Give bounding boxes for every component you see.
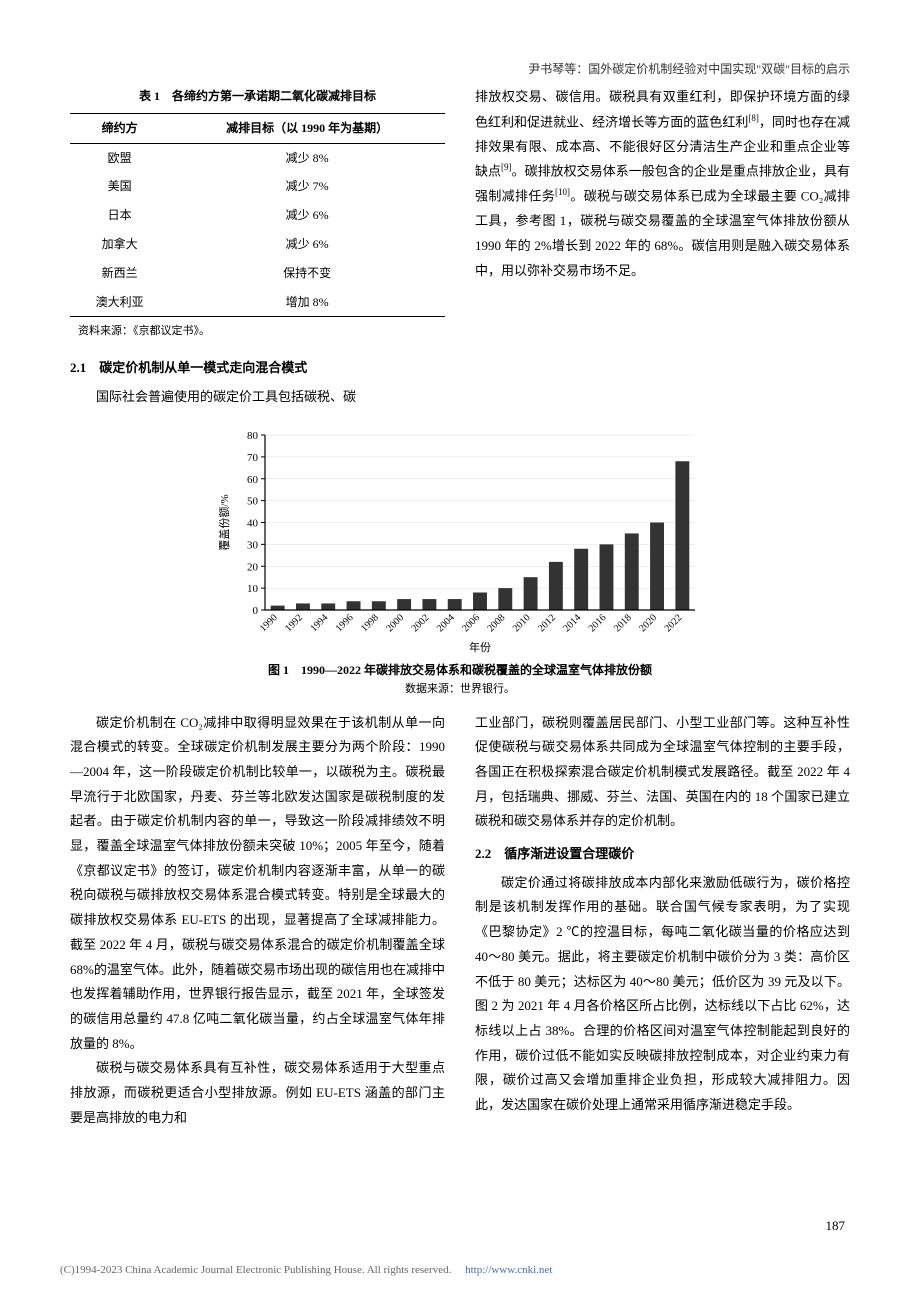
table-cell: 减少 6% — [169, 230, 445, 259]
section-2-2-num: 2.2 — [475, 846, 491, 861]
figure1-chart: 0102030405060708019901992199419961998200… — [210, 425, 710, 655]
page-number: 187 — [826, 1218, 846, 1234]
svg-text:70: 70 — [247, 452, 259, 464]
table-row: 加拿大减少 6% — [70, 230, 445, 259]
table-cell: 增加 8% — [169, 288, 445, 317]
figure1-caption: 图 1 1990—2022 年碳排放交易体系和碳税覆盖的全球温室气体排放份额 — [268, 661, 652, 678]
svg-text:40: 40 — [247, 517, 259, 529]
svg-text:30: 30 — [247, 539, 259, 551]
table1-caption-prefix: 表 1 — [139, 89, 160, 103]
top-right-column: 排放权交易、碳信用。碳税具有双重红利，即保护环境方面的绿色红利和促进就业、经济增… — [475, 85, 850, 410]
svg-text:80: 80 — [247, 430, 259, 442]
bottom-left-column: 碳定价机制在 CO₂减排中取得明显效果在于该机制从单一向混合模式的转变。全球碳定… — [70, 711, 445, 1131]
bottom-two-column: 碳定价机制在 CO₂减排中取得明显效果在于该机制从单一向混合模式的转变。全球碳定… — [70, 711, 850, 1131]
top-left-column: 表 1 各缔约方第一承诺期二氧化碳减排目标 缔约方 减排目标（以 1990 年为… — [70, 85, 445, 410]
running-head: 尹书琴等：国外碳定价机制经验对中国实现"双碳"目标的启示 — [70, 60, 850, 77]
table-row: 澳大利亚增加 8% — [70, 288, 445, 317]
table1: 缔约方 减排目标（以 1990 年为基期） 欧盟减少 8%美国减少 7%日本减少… — [70, 113, 445, 318]
table-cell: 欧盟 — [70, 143, 169, 172]
table1-caption: 表 1 各缔约方第一承诺期二氧化碳减排目标 — [70, 85, 445, 108]
section-2-2-text: 循序渐进设置合理碳价 — [504, 846, 634, 861]
table-row: 美国减少 7% — [70, 172, 445, 201]
top-two-column: 表 1 各缔约方第一承诺期二氧化碳减排目标 缔约方 减排目标（以 1990 年为… — [70, 85, 850, 410]
para-mid-left-1: 碳定价机制在 CO₂减排中取得明显效果在于该机制从单一向混合模式的转变。全球碳定… — [70, 711, 445, 1057]
table-cell: 减少 6% — [169, 201, 445, 230]
table1-caption-text: 各缔约方第一承诺期二氧化碳减排目标 — [172, 89, 376, 103]
figure1-caption-text: 1990—2022 年碳排放交易体系和碳税覆盖的全球温室气体排放份额 — [301, 663, 652, 677]
figure1-source: 数据来源：世界银行。 — [405, 680, 515, 696]
table-row: 欧盟减少 8% — [70, 143, 445, 172]
svg-text:10: 10 — [247, 583, 259, 595]
figure1-caption-prefix: 图 1 — [268, 663, 289, 677]
svg-text:60: 60 — [247, 473, 259, 485]
svg-text:0: 0 — [253, 605, 259, 617]
para-mid-right-1: 工业部门，碳税则覆盖居民部门、小型工业部门等。这种互补性促使碳税与碳交易体系共同… — [475, 711, 850, 834]
table-cell: 新西兰 — [70, 259, 169, 288]
table1-source: 资料来源：《京都议定书》。 — [70, 321, 445, 342]
section-2-1-title: 2.1 碳定价机制从单一模式走向混合模式 — [70, 356, 445, 381]
bottom-right-column: 工业部门，碳税则覆盖居民部门、小型工业部门等。这种互补性促使碳税与碳交易体系共同… — [475, 711, 850, 1131]
para-mid-left-2: 碳税与碳交易体系具有互补性，碳交易体系适用于大型重点排放源，而碳税更适合小型排放… — [70, 1056, 445, 1130]
svg-text:50: 50 — [247, 495, 259, 507]
footer: (C)1994-2023 China Academic Journal Elec… — [60, 1261, 860, 1277]
ref-8: [8] — [748, 113, 759, 123]
table1-col1: 减排目标（以 1990 年为基期） — [169, 113, 445, 143]
footer-copyright: (C)1994-2023 China Academic Journal Elec… — [60, 1264, 451, 1276]
table-row: 日本减少 6% — [70, 201, 445, 230]
section-2-1-text: 碳定价机制从单一模式走向混合模式 — [99, 360, 307, 375]
svg-text:20: 20 — [247, 561, 259, 573]
table-cell: 日本 — [70, 201, 169, 230]
para-mid-right-2: 碳定价通过将碳排放成本内部化来激励低碳行为，碳价格控制是该机制发挥作用的基础。联… — [475, 871, 850, 1118]
footer-link[interactable]: http://www.cnki.net — [465, 1264, 552, 1276]
ref-9: [9] — [501, 162, 512, 172]
table1-col0: 缔约方 — [70, 113, 169, 143]
section-2-1-num: 2.1 — [70, 360, 86, 375]
ref-10: [10] — [555, 187, 570, 197]
figure1-container: 0102030405060708019901992199419961998200… — [70, 425, 850, 696]
table-cell: 保持不变 — [169, 259, 445, 288]
para-s21-left: 国际社会普遍使用的碳定价工具包括碳税、碳 — [70, 385, 445, 410]
table-row: 新西兰保持不变 — [70, 259, 445, 288]
table-cell: 澳大利亚 — [70, 288, 169, 317]
table-cell: 美国 — [70, 172, 169, 201]
svg-text:年份: 年份 — [469, 640, 491, 654]
svg-text:覆盖份额/%: 覆盖份额/% — [217, 494, 231, 550]
table-cell: 减少 8% — [169, 143, 445, 172]
table-cell: 减少 7% — [169, 172, 445, 201]
section-2-2-title: 2.2 循序渐进设置合理碳价 — [475, 842, 850, 867]
table-cell: 加拿大 — [70, 230, 169, 259]
